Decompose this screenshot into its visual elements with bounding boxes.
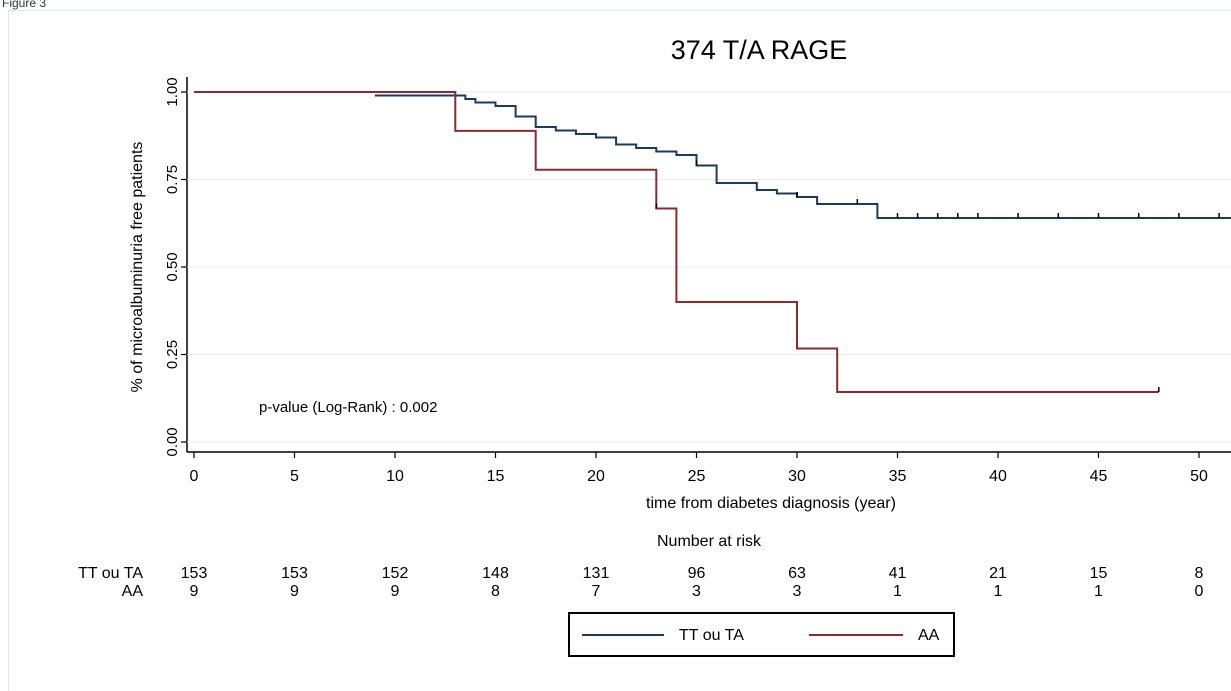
x-axis-title: time from diabetes diagnosis (year) <box>646 495 896 512</box>
risk-count: 41 <box>889 565 907 582</box>
risk-count: 7 <box>592 583 601 600</box>
y-tick-label: 0.75 <box>164 165 181 194</box>
series-line <box>374 94 1231 219</box>
risk-count: 148 <box>482 565 509 582</box>
x-tick-label: 5 <box>290 468 299 485</box>
risk-count: 3 <box>793 583 802 600</box>
risk-row-label: TT ou TA <box>78 565 143 582</box>
x-tick-label: 45 <box>1090 468 1108 485</box>
risk-table-title: Number at risk <box>657 533 762 550</box>
risk-count: 15 <box>1090 565 1108 582</box>
x-tick-label: 15 <box>487 468 505 485</box>
chart-frame: 374 T/A RAGE 0.00 0.25 0.50 0.75 1.00 0 5 10 15 20… <box>8 10 1231 691</box>
y-tick-label: 0.00 <box>164 427 181 456</box>
risk-count: 96 <box>688 565 706 582</box>
risk-count: 63 <box>788 565 806 582</box>
y-tick-label: 1.00 <box>164 77 181 106</box>
x-tick-label: 10 <box>386 468 404 485</box>
risk-count: 9 <box>190 583 199 600</box>
y-axis-title: % of microalbuminuria free patients <box>129 142 146 393</box>
risk-count: 9 <box>290 583 299 600</box>
risk-count: 1 <box>893 583 902 600</box>
figure-label: Figure 3 <box>2 0 47 10</box>
chart-title: 374 T/A RAGE <box>671 35 848 65</box>
risk-count: 8 <box>1195 565 1204 582</box>
y-tick-label: 0.50 <box>164 252 181 281</box>
risk-count: 131 <box>583 565 610 582</box>
x-tick-label: 20 <box>587 468 605 485</box>
x-tick-label: 35 <box>889 468 907 485</box>
risk-count: 9 <box>391 583 400 600</box>
legend-label: AA <box>918 627 940 644</box>
series-line <box>194 91 1159 393</box>
risk-count: 152 <box>382 565 409 582</box>
risk-count: 3 <box>692 583 701 600</box>
legend-label: TT ou TA <box>679 627 744 644</box>
risk-count: 0 <box>1195 583 1204 600</box>
risk-count: 1 <box>994 583 1003 600</box>
x-tick-label: 30 <box>788 468 806 485</box>
risk-count: 1 <box>1094 583 1103 600</box>
risk-count: 8 <box>491 583 500 600</box>
risk-count: 153 <box>281 565 308 582</box>
x-tick-label: 25 <box>688 468 706 485</box>
x-tick-label: 0 <box>190 468 199 485</box>
risk-count: 153 <box>181 565 208 582</box>
x-tick-label: 40 <box>989 468 1007 485</box>
risk-row-label: AA <box>122 583 144 600</box>
y-tick-label: 0.25 <box>164 340 181 369</box>
risk-count: 21 <box>989 565 1007 582</box>
p-value-annotation: p-value (Log-Rank) : 0.002 <box>259 399 437 416</box>
x-tick-label: 50 <box>1190 468 1208 485</box>
